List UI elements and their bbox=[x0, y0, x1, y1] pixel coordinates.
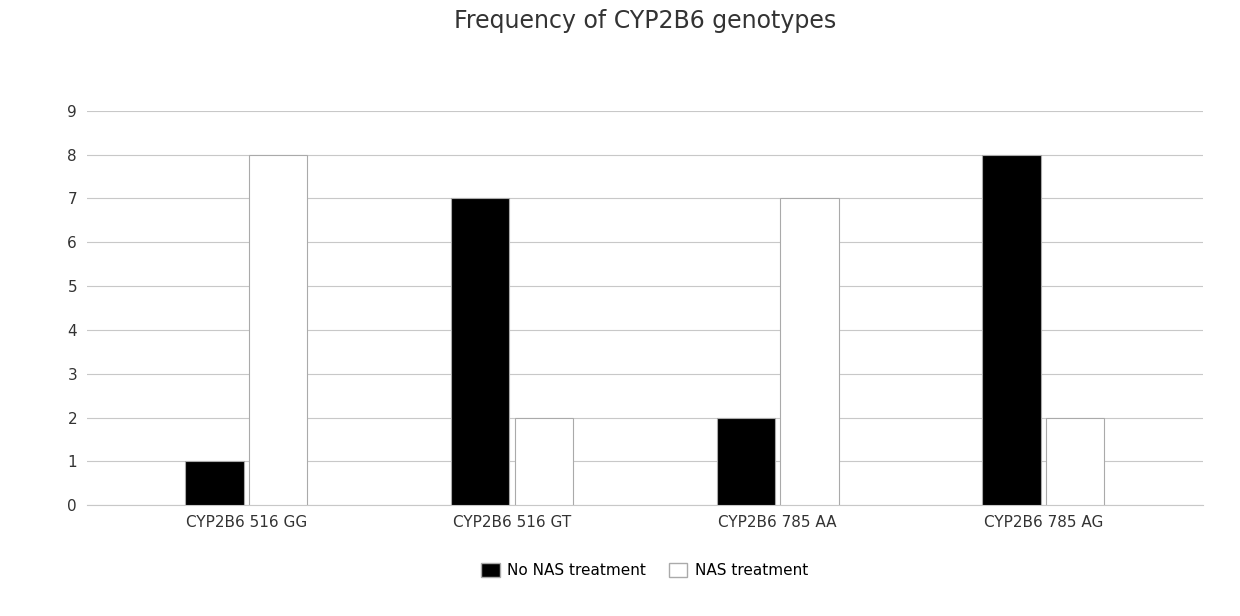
Bar bbox=[451, 198, 510, 505]
Bar bbox=[515, 418, 573, 505]
Bar bbox=[185, 461, 243, 505]
Bar bbox=[717, 418, 775, 505]
Bar bbox=[1047, 418, 1105, 505]
Bar bbox=[249, 155, 308, 505]
Title: Frequency of CYP2B6 genotypes: Frequency of CYP2B6 genotypes bbox=[454, 9, 836, 33]
Legend: No NAS treatment, NAS treatment: No NAS treatment, NAS treatment bbox=[475, 557, 815, 584]
Bar bbox=[982, 155, 1040, 505]
Bar bbox=[780, 198, 838, 505]
